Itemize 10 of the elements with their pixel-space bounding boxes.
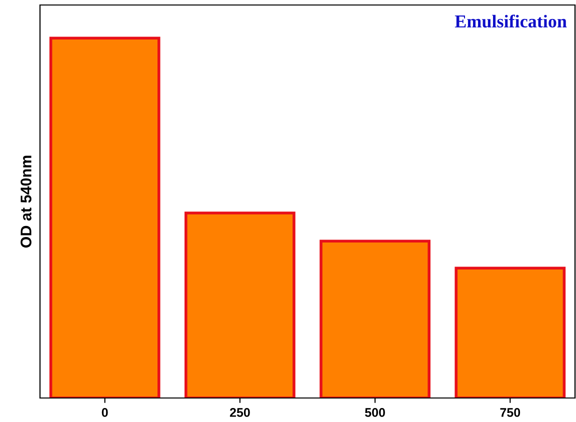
x-tick-label: 0 [102,408,108,417]
x-tick-label: 500 [365,408,385,417]
y-axis-title: OD at 540nm [20,156,32,248]
bar [184,212,296,398]
x-tick-label: 750 [500,408,520,417]
x-tick-label: 250 [230,408,250,417]
bar [320,240,430,398]
chart-title: Emulsification [454,14,567,28]
bar [454,266,566,398]
bar [49,36,160,398]
